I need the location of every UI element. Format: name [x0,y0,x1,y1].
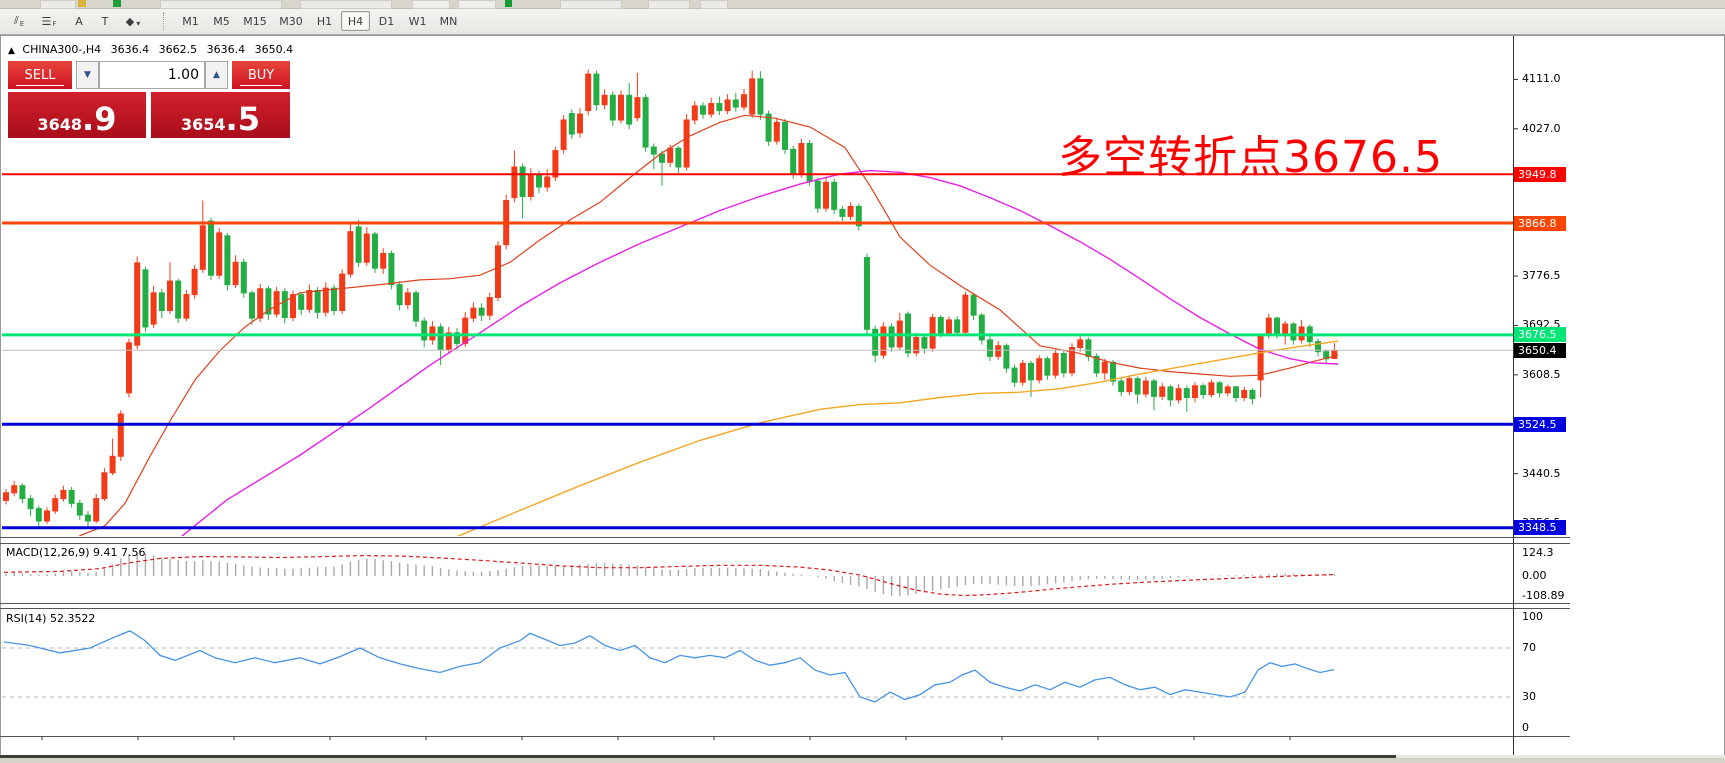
arrows-icon[interactable]: ◆ ▾ [125,14,141,28]
open-value: 3636.4 [110,43,150,56]
sell-price: 3648 [37,115,83,134]
timeframe-button-m1[interactable]: M1 [182,14,199,28]
scrollbar-track[interactable] [0,755,1396,758]
chevron-up-icon: ▲ [213,70,220,80]
rsi-axis-label-70: 70 [1522,641,1536,654]
clipped-button [458,0,496,9]
chart-ohlc-header: ▲ CHINA300-,H4 3636.4 3662.5 3636.4 3650… [8,43,299,56]
scrollbar-gap [1396,755,1725,758]
ma-slow [456,340,1339,536]
timeframe-button-d1[interactable]: D1 [378,14,395,28]
buy-button-label: BUY [247,67,275,83]
one-click-trade-panel: SELL ▼ 1.00 ▲ BUY 3648.9 3654.5 [8,61,290,139]
rsi-line [3,630,1335,703]
timeframe-button-w1[interactable]: W1 [408,14,427,28]
price-chart-plot[interactable] [0,35,1725,763]
symbol-label: CHINA300-,H4 [22,43,102,56]
price-axis-label-4027.0: 4027.0 [1522,121,1561,135]
macd-indicator-label: MACD(12,26,9) 9.41 7.56 [6,546,146,559]
fibonacci-icon[interactable]: ☰ F [41,14,57,28]
clipped-button [160,0,282,9]
price-badge-3348.5: 3348.5 [1514,520,1566,536]
channels-icon[interactable]: ⫽ E [13,14,25,28]
sell-price-panel[interactable]: 3648.9 [8,92,146,138]
price-badge-3866.8: 3866.8 [1514,215,1566,231]
clipped-icon-green [113,0,121,7]
clipped-button [648,0,690,9]
sell-button-label: SELL [24,67,56,83]
price-badge-3676.5: 3676.5 [1514,327,1566,343]
clipped-button [300,0,392,9]
timeframe-button-m5[interactable]: M5 [213,14,230,28]
rsi-panel [2,630,1513,703]
price-axis-label-4111.0: 4111.0 [1522,72,1561,86]
macd-signal-line [3,554,1335,597]
clipped-toolbar-row [0,0,1725,9]
timeframe-button-m30[interactable]: M30 [279,14,303,28]
clipped-button [412,0,450,9]
timeframe-button-h4[interactable]: H4 [341,11,370,31]
chart-window[interactable]: ▲ CHINA300-,H4 3636.4 3662.5 3636.4 3650… [0,35,1725,763]
timeframe-button-mn[interactable]: MN [439,14,458,28]
volume-input[interactable]: 1.00 [99,61,205,89]
collapse-triangle-icon[interactable]: ▲ [8,46,15,56]
price-axis-label-3440.5: 3440.5 [1522,466,1561,480]
price-badge-3949.8: 3949.8 [1514,166,1566,182]
ma-mid [180,169,1339,536]
rsi-axis-label-0: 0 [1522,721,1529,734]
candlestick-series [3,69,1339,536]
macd-panel [3,553,1336,597]
rsi-indicator-label: RSI(14) 52.3522 [6,612,96,625]
clipped-button [700,0,728,9]
price-badge-3650.4: 3650.4 [1514,342,1566,358]
timeframe-button-m15[interactable]: M15 [243,14,267,28]
buy-button[interactable]: BUY [232,61,290,89]
clipped-button [40,0,76,9]
ma-fast [78,114,1339,536]
close-value: 3650.4 [254,43,294,56]
clipped-icon-yellow [78,0,86,7]
rsi-axis-label-100: 100 [1522,610,1543,623]
high-value: 3662.5 [158,43,198,56]
bottom-scrollbar[interactable] [0,755,1725,763]
chevron-down-icon: ▼ [84,70,91,80]
price-axis-label-3608.5: 3608.5 [1522,367,1561,381]
text-icon[interactable]: A [75,14,83,28]
macd-axis-label--108.89: -108.89 [1522,589,1565,603]
timeframe-button-h1[interactable]: H1 [316,14,333,28]
text-label-icon[interactable]: T [101,14,109,28]
macd-axis-label-124.3: 124.3 [1522,545,1554,559]
clipped-icon-green [505,0,512,7]
volume-decrease-button[interactable]: ▼ [76,61,99,89]
rsi-axis-label-30: 30 [1522,690,1536,703]
price-axis-label-3776.5: 3776.5 [1522,269,1561,283]
price-badge-3524.5: 3524.5 [1514,416,1566,432]
toolbar-separator [163,12,165,30]
macd-axis-label-0.00: 0.00 [1522,569,1547,582]
chart-annotation-text: 多空转折点3676.5 [1058,132,1443,183]
low-value: 3636.4 [206,43,246,56]
sell-button[interactable]: SELL [8,61,72,89]
main-toolbar: ⫽ E ☰ F A T ◆ ▾ M1 M5 M15 M30 H1 H4 D1 W1 MN [0,9,1725,35]
volume-increase-button[interactable]: ▲ [205,61,228,89]
buy-price: 3654 [181,115,226,134]
buy-price-panel[interactable]: 3654.5 [151,92,290,138]
clipped-button [560,0,622,9]
